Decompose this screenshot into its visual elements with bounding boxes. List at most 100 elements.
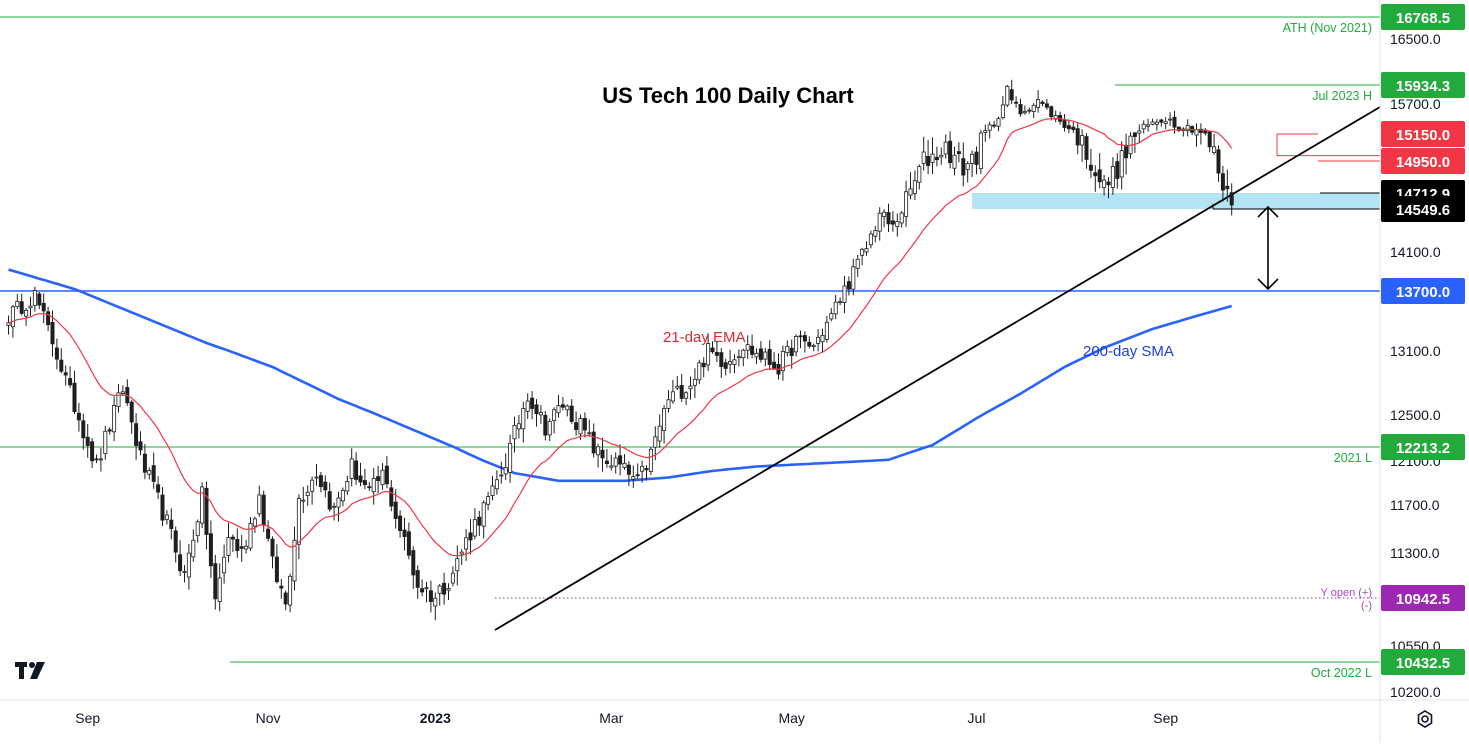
candle bbox=[305, 485, 310, 506]
candle-body bbox=[556, 405, 561, 414]
candle bbox=[486, 491, 491, 511]
candle-body bbox=[393, 501, 398, 519]
candle bbox=[948, 131, 953, 169]
candle bbox=[191, 529, 196, 562]
candle bbox=[538, 405, 543, 424]
candle-body bbox=[578, 418, 583, 435]
y-tick-label: 10200.0 bbox=[1390, 684, 1441, 700]
candle bbox=[684, 391, 689, 405]
candle bbox=[926, 140, 931, 175]
candle-body bbox=[635, 474, 640, 477]
candle-body bbox=[780, 350, 785, 372]
candle-body bbox=[1031, 104, 1036, 112]
candle bbox=[292, 526, 297, 591]
candle bbox=[622, 454, 627, 470]
candle bbox=[98, 447, 103, 472]
candle bbox=[688, 376, 693, 400]
price-tag-value: 13700.0 bbox=[1396, 284, 1450, 301]
candle-body bbox=[486, 496, 491, 505]
candle-body bbox=[688, 385, 693, 390]
candle-body bbox=[32, 290, 37, 306]
candle bbox=[1102, 175, 1107, 196]
candle-body bbox=[653, 436, 658, 448]
candle-body bbox=[72, 382, 77, 412]
candle bbox=[437, 583, 442, 606]
candle-body bbox=[208, 533, 213, 567]
candle bbox=[807, 336, 812, 349]
candle-body bbox=[582, 418, 587, 431]
candle bbox=[1009, 79, 1014, 105]
candle bbox=[758, 341, 763, 363]
candle-body bbox=[1102, 179, 1107, 188]
candle-body bbox=[266, 528, 271, 539]
candle-body bbox=[675, 385, 680, 389]
candle-body bbox=[345, 481, 350, 492]
candle bbox=[882, 209, 887, 228]
candle-body bbox=[301, 499, 306, 502]
candle-body bbox=[442, 582, 447, 595]
candle-body bbox=[917, 166, 922, 183]
candle-body bbox=[499, 474, 504, 477]
candle-body bbox=[1163, 121, 1168, 124]
candle bbox=[508, 434, 513, 483]
candle bbox=[750, 334, 755, 359]
price-tag-value: 15150.0 bbox=[1396, 127, 1450, 144]
candle-body bbox=[68, 378, 73, 386]
candle bbox=[1044, 99, 1049, 110]
candle bbox=[442, 572, 447, 605]
candle-body bbox=[138, 441, 143, 451]
candle bbox=[200, 482, 205, 529]
candle bbox=[428, 580, 433, 613]
candle-body bbox=[90, 441, 95, 462]
candle bbox=[41, 293, 46, 324]
candle bbox=[318, 471, 323, 493]
candle-body bbox=[1137, 130, 1142, 134]
candle bbox=[741, 348, 746, 367]
price-tag-value: 14549.6 bbox=[1396, 202, 1450, 219]
candle-body bbox=[996, 118, 1001, 127]
candle bbox=[600, 437, 605, 472]
candle-body bbox=[134, 423, 139, 446]
candle-body bbox=[178, 554, 183, 572]
candle bbox=[578, 414, 583, 440]
candle bbox=[767, 340, 772, 371]
candle bbox=[270, 536, 275, 569]
candle-body bbox=[987, 124, 992, 131]
candle-body bbox=[1150, 121, 1155, 125]
candle-body bbox=[820, 334, 825, 343]
x-axis[interactable]: Sep Nov 2023 Mar May Jul Sep bbox=[75, 710, 1178, 726]
candle-body bbox=[600, 449, 605, 459]
candle bbox=[15, 293, 20, 310]
y-axis[interactable]: 16500.015700.014100.013100.012500.012100… bbox=[1390, 31, 1441, 700]
candle bbox=[785, 340, 790, 357]
candle-body bbox=[802, 335, 807, 342]
candle bbox=[1198, 123, 1203, 145]
candle bbox=[213, 554, 218, 610]
candle bbox=[1075, 122, 1080, 155]
candle-body bbox=[103, 430, 108, 454]
candle-body bbox=[860, 248, 865, 256]
candle bbox=[974, 146, 979, 175]
candle bbox=[1115, 153, 1120, 189]
candle-body bbox=[327, 491, 332, 510]
candle bbox=[389, 480, 394, 512]
candle bbox=[1168, 112, 1173, 126]
candle bbox=[468, 519, 473, 555]
candle bbox=[930, 137, 935, 174]
candle bbox=[855, 254, 860, 277]
candle bbox=[415, 565, 420, 599]
candle bbox=[367, 481, 372, 491]
gear-icon[interactable] bbox=[1411, 705, 1439, 733]
candle bbox=[81, 413, 86, 450]
candle bbox=[1088, 148, 1093, 179]
candle bbox=[983, 124, 988, 142]
candle-body bbox=[230, 536, 235, 540]
candle-body bbox=[926, 156, 931, 167]
candle-body bbox=[622, 462, 627, 468]
candle-body bbox=[895, 221, 900, 227]
candle-body bbox=[525, 400, 530, 412]
candle bbox=[860, 247, 865, 266]
candle bbox=[147, 467, 152, 480]
